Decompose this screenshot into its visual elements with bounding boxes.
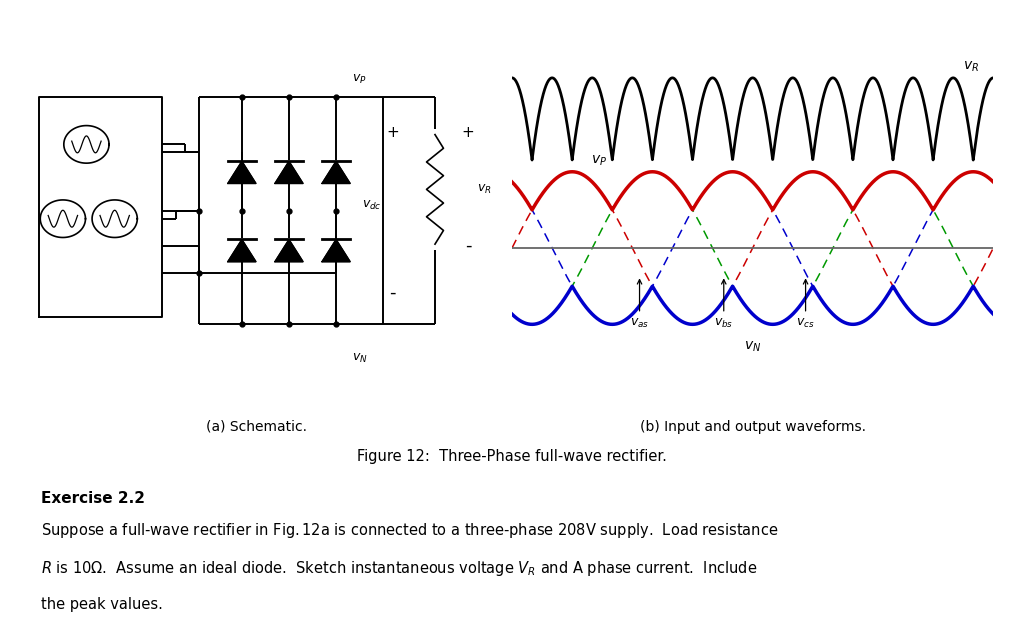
Text: $v_N$: $v_N$ (352, 351, 368, 365)
Polygon shape (227, 239, 256, 262)
Text: (a) Schematic.: (a) Schematic. (206, 420, 306, 434)
Text: $v_{bs}$: $v_{bs}$ (714, 280, 733, 329)
Text: $v_R$: $v_R$ (963, 59, 979, 74)
Text: $v_{as}$: $v_{as}$ (630, 280, 649, 329)
Text: +: + (386, 125, 399, 140)
Text: the peak values.: the peak values. (41, 597, 163, 612)
Text: $R$ is 10$\Omega$.  Assume an ideal diode.  Sketch instantaneous voltage $V_R$ a: $R$ is 10$\Omega$. Assume an ideal diode… (41, 559, 758, 578)
Text: $v_R$: $v_R$ (477, 183, 493, 196)
Text: $v_{dc}$: $v_{dc}$ (362, 199, 382, 211)
Text: Suppose a full-wave rectifier in Fig.$\,$12a is connected to a three-phase 208V : Suppose a full-wave rectifier in Fig.$\,… (41, 521, 778, 540)
Text: +: + (462, 125, 474, 140)
Text: -: - (389, 284, 396, 302)
Text: $v_{cs}$: $v_{cs}$ (797, 280, 815, 329)
Text: Figure 12:  Three-Phase full-wave rectifier.: Figure 12: Three-Phase full-wave rectifi… (357, 449, 667, 464)
Text: (b) Input and output waveforms.: (b) Input and output waveforms. (640, 420, 865, 434)
Polygon shape (322, 161, 350, 184)
Polygon shape (322, 239, 350, 262)
Text: $v_N$: $v_N$ (744, 340, 761, 355)
Polygon shape (227, 161, 256, 184)
Polygon shape (274, 161, 303, 184)
Text: Exercise 2.2: Exercise 2.2 (41, 491, 145, 506)
Text: $v_P$: $v_P$ (591, 153, 606, 168)
Text: -: - (465, 237, 471, 255)
Polygon shape (274, 239, 303, 262)
Text: $v_P$: $v_P$ (352, 73, 367, 86)
